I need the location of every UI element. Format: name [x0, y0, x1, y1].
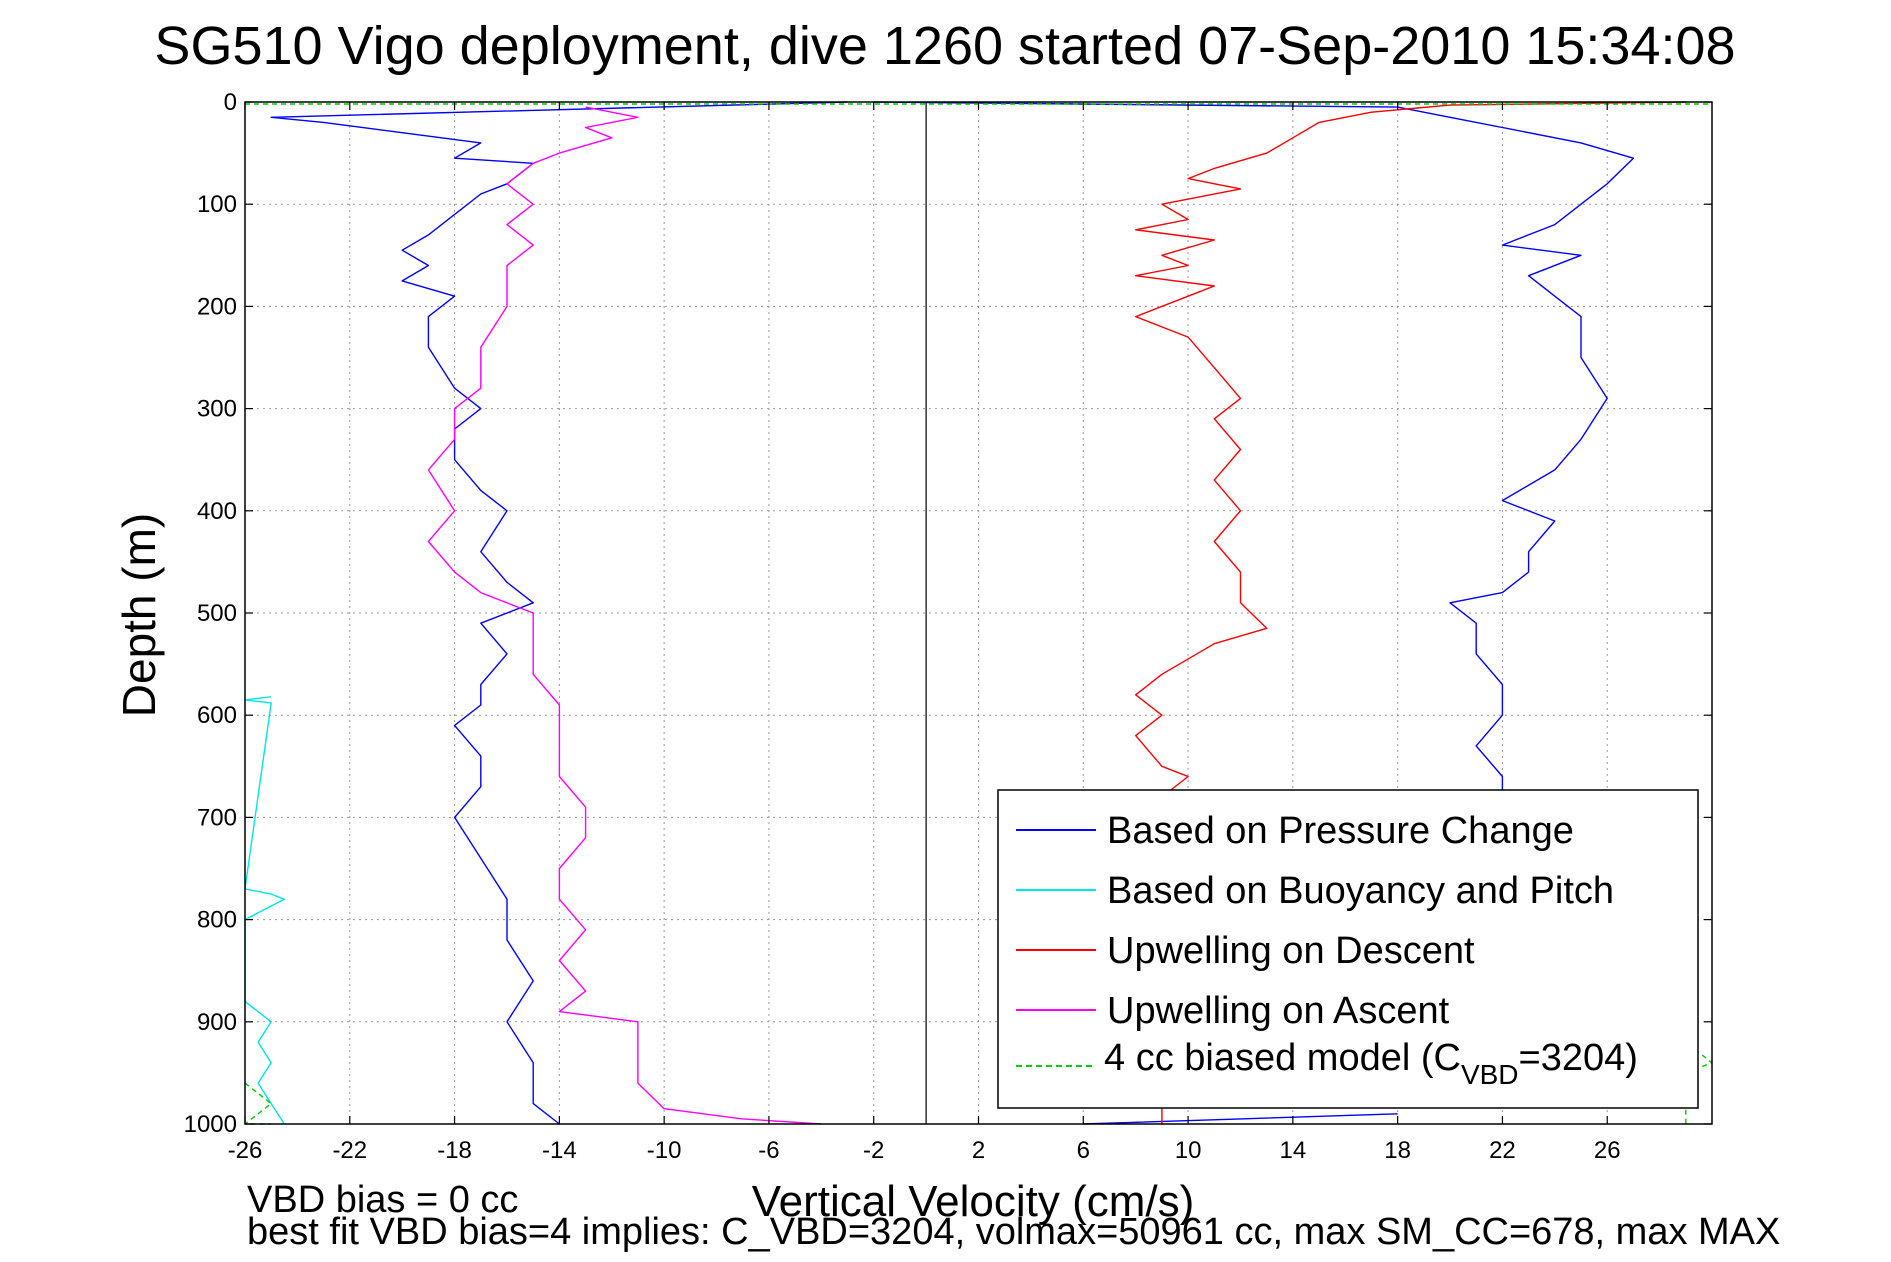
x-tick-label: -22	[332, 1137, 367, 1164]
x-tick-label: -10	[647, 1137, 682, 1164]
x-tick-label: -6	[758, 1137, 779, 1164]
y-tick-label: 200	[197, 293, 237, 320]
legend-model-suffix: =3204)	[1519, 1037, 1638, 1079]
x-tick-label: -18	[437, 1137, 472, 1164]
y-tick-label: 1000	[184, 1111, 237, 1138]
y-axis-ticks: 0 100 200 300 400 500 600 700 800 900 1000	[184, 89, 1712, 1138]
series-line-4-cc-biased-model-c-vbd-3204	[244, 1082, 272, 1125]
series-line-upwelling-on-descent	[1134, 101, 1686, 798]
legend-label-based-on-pressure-change: Based on Pressure Change	[1107, 810, 1574, 852]
y-tick-label: 600	[197, 702, 237, 729]
y-tick-label: 500	[197, 600, 237, 627]
grid-lines	[244, 101, 1712, 1125]
series-line-upwelling-on-ascent	[427, 106, 822, 1125]
x-axis-ticks: -26 -22 -18 -14 -10 -6 -2 2 6 10 14 18 22 26	[228, 102, 1621, 1164]
legend-label-model: 4 cc biased model (CVBD=3204)	[1104, 1037, 1638, 1090]
x-tick-label: -14	[542, 1137, 577, 1164]
x-tick-label: -26	[228, 1137, 263, 1164]
x-tick-label: 6	[1077, 1137, 1090, 1164]
series-line-based-on-pressure-change	[873, 101, 1635, 797]
y-tick-label: 400	[197, 498, 237, 525]
legend-entries: Based on Pressure Change Based on Buoyanc…	[1016, 810, 1614, 1032]
x-tick-label: 26	[1594, 1137, 1621, 1164]
chart-title: SG510 Vigo deployment, dive 1260 started…	[154, 16, 1735, 76]
x-tick-label: 2	[972, 1137, 985, 1164]
x-tick-label: 10	[1175, 1137, 1202, 1164]
x-tick-label: 14	[1280, 1137, 1307, 1164]
legend-box	[997, 789, 1699, 1109]
y-tick-label: 0	[224, 89, 237, 116]
legend-label-based-on-buoyancy-and-pitch: Based on Buoyancy and Pitch	[1107, 870, 1614, 912]
x-axis-label: Vertical Velocity (cm/s)	[752, 1177, 1195, 1226]
legend-model-prefix: 4 cc biased model (C	[1104, 1037, 1461, 1079]
y-axis-label: Depth (m)	[113, 513, 165, 717]
legend-label-upwelling-on-descent: Upwelling on Descent	[1107, 930, 1475, 972]
y-tick-label: 300	[197, 396, 237, 423]
legend-label-upwelling-on-ascent: Upwelling on Ascent	[1107, 990, 1450, 1032]
footnote-best-fit: best fit VBD bias=4 implies: C_VBD=3204,…	[247, 1211, 1780, 1253]
y-tick-label: 100	[197, 191, 237, 218]
legend: Based on Pressure Change Based on Buoyanc…	[997, 789, 1699, 1109]
y-tick-label: 700	[197, 804, 237, 831]
series-line-based-on-pressure-change	[1083, 1113, 1398, 1125]
series-line-based-on-buoyancy-and-pitch	[244, 696, 285, 1125]
x-tick-label: 22	[1489, 1137, 1516, 1164]
x-tick-label: -2	[863, 1137, 884, 1164]
y-tick-label: 800	[197, 907, 237, 934]
legend-model-subscript: VBD	[1461, 1059, 1519, 1090]
y-tick-label: 900	[197, 1009, 237, 1036]
footnote-vbd-bias: VBD bias = 0 cc	[247, 1179, 518, 1221]
x-tick-label: 18	[1384, 1137, 1411, 1164]
